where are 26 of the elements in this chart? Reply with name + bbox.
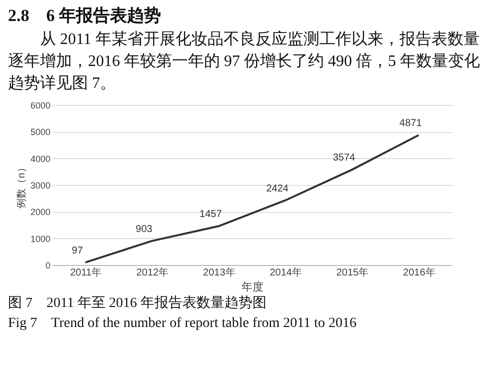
data-label: 1457 [200,209,222,220]
caption: Fig 7 Trend of the number of report table from 2011 to 2016 [8,315,358,333]
x-tick-label: 2012年 [136,266,169,278]
y-tick-label: 6000 [30,100,50,110]
x-tick-label: 2016年 [403,266,436,278]
data-label: 3574 [332,152,356,164]
caption: 图 7 2011 年至 2016 年报告表数量趋势图 [8,294,268,313]
y-tick-label: 2000 [30,207,50,218]
y-tick-label: 1000 [30,234,50,244]
y-tick-label: 5000 [30,127,50,138]
data-label: 2424 [266,183,289,194]
x-tick-label: 2014年 [270,266,302,278]
y-tick-label: 4000 [30,154,50,164]
y-axis-title: 例数（n） [16,162,28,208]
chart-title: 2.8 6 年报告表趋势 [8,5,162,27]
x-tick-label: 2011年 [70,266,102,278]
x-tick-label: 2013年 [203,266,236,278]
y-tick-label: 3000 [30,180,50,190]
data-label: 903 [136,224,153,235]
data-label: 4871 [400,118,422,130]
line-series [84,134,420,264]
x-axis-title: 年度 [242,280,264,294]
data-label: 97 [72,245,84,256]
y-tick-label: 0 [45,260,50,270]
chart-subtitle: 从 2011 年某省开展化妆品不良反应监测工作以来，报告表数量逐年增加，2016 年较第一年的 97 份增长了约 490 倍，5 年数量变化趋势详见图 7。 [8,30,481,94]
x-tick-label: 2015年 [336,266,369,278]
